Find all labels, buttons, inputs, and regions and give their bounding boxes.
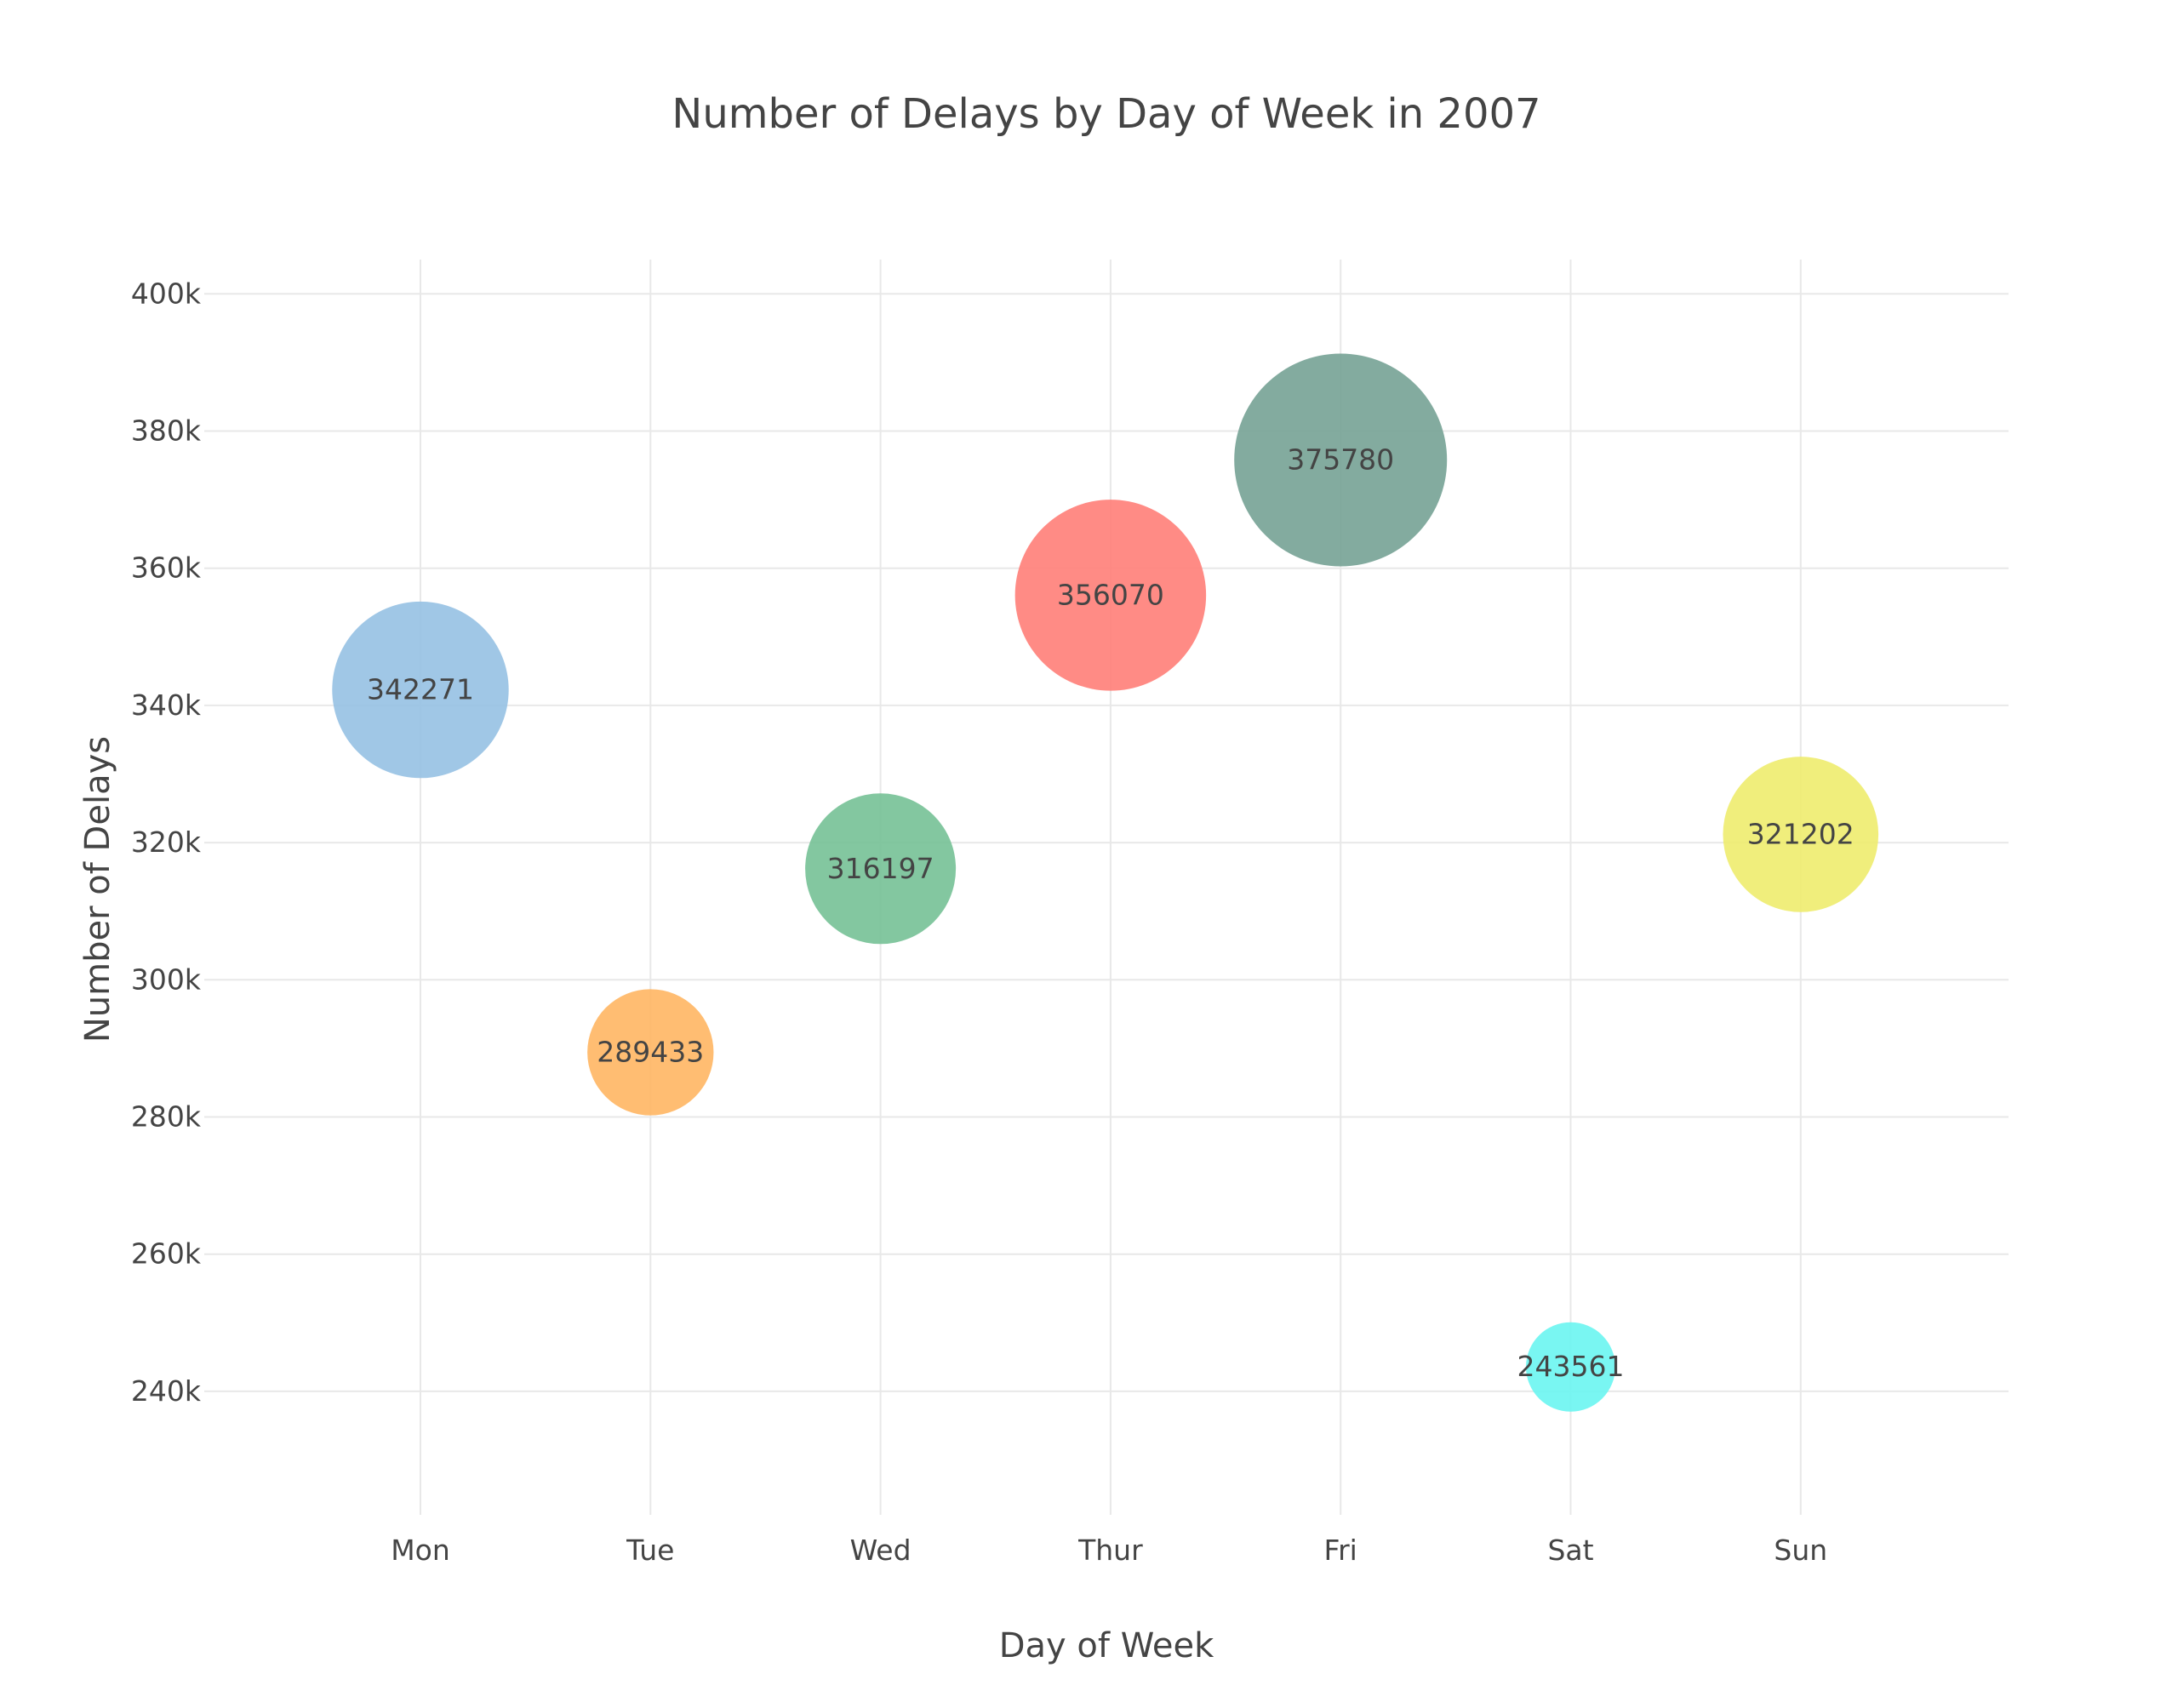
x-tick-label: Mon [391, 1534, 450, 1567]
bubble-value-label: 342271 [367, 673, 474, 706]
x-tick-label: Fri [1324, 1534, 1357, 1567]
y-tick-label: 280k [131, 1100, 202, 1134]
x-tick-label: Tue [626, 1534, 674, 1567]
y-tick-label: 380k [131, 414, 202, 448]
y-tick-label: 300k [131, 963, 202, 996]
gridlines [204, 260, 2009, 1515]
bubble-value-label: 316197 [827, 852, 934, 885]
y-tick-label: 360k [131, 551, 202, 585]
bubble-value-label: 321202 [1747, 817, 1854, 850]
y-tick-label: 320k [131, 825, 202, 859]
y-tick-label: 260k [131, 1237, 202, 1271]
bubble-value-label: 289433 [597, 1035, 704, 1068]
x-tick-label: Sat [1547, 1534, 1593, 1567]
y-tick-label: 340k [131, 688, 202, 722]
bubble-fri[interactable] [1234, 353, 1448, 567]
x-tick-label: Thur [1077, 1534, 1143, 1567]
y-axis: 240k 260k 280k 300k 320k 340k 360k 380k 400k [131, 277, 202, 1408]
bubble-sun[interactable] [1723, 757, 1879, 912]
bubble-value-label: 356070 [1057, 578, 1164, 611]
bubble-thur[interactable] [1014, 500, 1207, 691]
x-axis-title: Day of Week [999, 1626, 1214, 1665]
y-axis-title: Number of Delays [78, 736, 117, 1043]
x-tick-label: Sun [1774, 1534, 1827, 1567]
bubble-sat[interactable] [1525, 1322, 1616, 1412]
bubble-wed[interactable] [805, 793, 957, 945]
bubble-tue[interactable] [587, 989, 714, 1116]
bubble-value-label: 375780 [1287, 443, 1394, 477]
bubbles: 342271 289433 316197 356070 375780 243561 3212… [332, 353, 1879, 1412]
chart-title: Number of Delays by Day of Week in 2007 [671, 90, 1540, 138]
x-axis: Mon Tue Wed Thur Fri Sat Sun [391, 1534, 1827, 1567]
y-tick-label: 400k [131, 277, 202, 310]
y-tick-label: 240k [131, 1374, 202, 1408]
bubble-value-label: 243561 [1517, 1350, 1625, 1383]
bubble-mon[interactable] [332, 601, 509, 779]
x-tick-label: Wed [850, 1534, 911, 1567]
